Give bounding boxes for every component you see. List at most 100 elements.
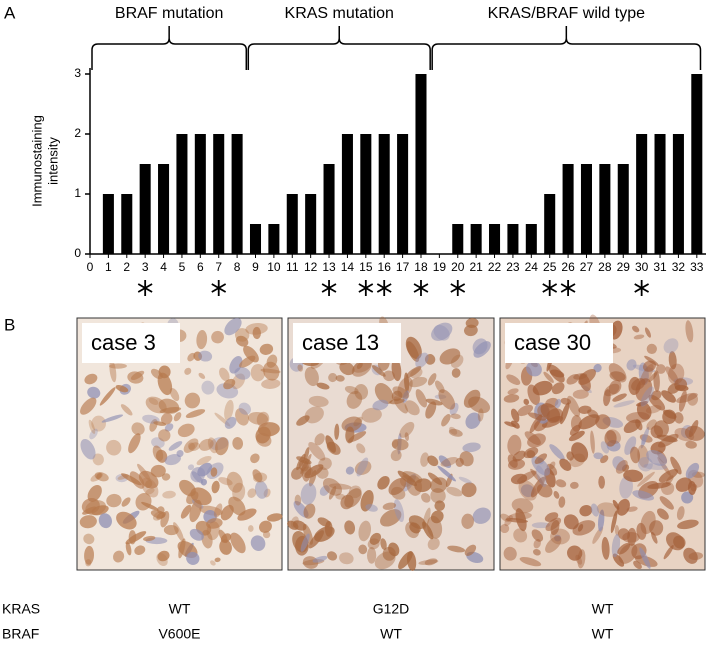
tissue-cell xyxy=(554,534,562,542)
bar xyxy=(341,134,353,254)
bar xyxy=(176,134,188,254)
tissue-cell xyxy=(87,386,101,399)
tissue-cell xyxy=(434,500,446,511)
tissue-cell xyxy=(632,325,640,333)
tissue-cell xyxy=(197,462,213,477)
tissue-cell xyxy=(316,467,329,479)
tissue-cell xyxy=(243,345,259,363)
tissue-cell xyxy=(134,545,146,555)
tissue-cell xyxy=(198,372,206,379)
asterisk-stroke xyxy=(321,283,337,293)
bar xyxy=(544,194,556,254)
tissue-cell xyxy=(190,487,212,506)
tissue-cell xyxy=(314,433,325,446)
tissue-cell xyxy=(578,405,592,414)
tissue-cell xyxy=(252,326,261,340)
tissue-cell xyxy=(339,361,355,376)
tissue-cell xyxy=(536,465,547,488)
tissue-cell xyxy=(318,457,332,470)
tissue-cell xyxy=(464,544,477,556)
tissue-cell xyxy=(345,466,355,475)
tissue-cell xyxy=(344,385,359,395)
tissue-cell xyxy=(365,504,378,512)
tissue-cell xyxy=(459,451,474,467)
tissue-cell xyxy=(162,490,176,499)
tissue-cell xyxy=(597,509,605,532)
asterisk-stroke xyxy=(542,283,558,293)
tissue-cell xyxy=(356,457,369,477)
tissue-cell xyxy=(180,504,192,519)
tissue-cell xyxy=(670,456,682,475)
tissue-cell xyxy=(687,393,699,406)
tissue-cell xyxy=(327,551,338,561)
tissue-cell xyxy=(550,528,570,545)
tissue-cell xyxy=(431,322,453,341)
tissue-cell xyxy=(127,371,144,384)
tissue-cell xyxy=(688,552,704,561)
tissue-cell xyxy=(155,449,168,463)
case-label-box xyxy=(82,323,180,363)
tissue-cell xyxy=(198,350,213,362)
tissue-cell xyxy=(640,426,650,449)
x-tick-label: 21 xyxy=(469,260,483,274)
tissue-cell xyxy=(661,390,676,403)
tissue-cell xyxy=(261,378,281,389)
tissue-cell xyxy=(404,400,420,416)
bar xyxy=(617,164,629,254)
tissue-cell xyxy=(393,499,405,523)
x-tick-label: 26 xyxy=(561,260,575,274)
bar xyxy=(158,164,170,254)
tissue-cell xyxy=(188,442,201,451)
tissue-cell xyxy=(451,368,461,378)
tissue-cell xyxy=(335,375,345,382)
tissue-cell xyxy=(206,518,223,529)
tissue-cell xyxy=(187,464,195,471)
x-tick-label: 27 xyxy=(580,260,594,274)
x-tick-label: 7 xyxy=(215,260,222,274)
tissue-cell xyxy=(612,553,625,567)
tissue-cell xyxy=(579,505,593,517)
tissue-cell xyxy=(636,401,648,407)
tissue-cell xyxy=(219,539,232,555)
tissue-cell xyxy=(430,510,444,524)
tissue-cell xyxy=(463,389,481,408)
x-tick-label: 15 xyxy=(359,260,373,274)
tissue-cell xyxy=(344,520,356,535)
tissue-cell xyxy=(612,456,626,471)
tissue-cell xyxy=(308,470,317,487)
y-axis-label: Immunostaining xyxy=(29,115,44,207)
tissue-cell xyxy=(543,371,554,383)
tissue-cell xyxy=(549,369,565,378)
tissue-cell xyxy=(138,470,159,489)
y-tick-label: 3 xyxy=(74,66,81,80)
tissue-cell xyxy=(92,453,104,466)
tissue-cell xyxy=(656,364,666,374)
tissue-cell xyxy=(636,401,652,420)
tissue-cell xyxy=(120,404,133,416)
tissue-cell xyxy=(366,547,377,564)
x-tick-label: 4 xyxy=(160,260,167,274)
group-label: BRAF mutation xyxy=(115,5,223,22)
tissue-cell xyxy=(345,426,355,444)
bar xyxy=(286,194,298,254)
tissue-cell xyxy=(201,380,215,395)
tissue-cell xyxy=(145,488,155,495)
tissue-cell xyxy=(441,414,451,427)
tissue-cell xyxy=(312,555,328,563)
tissue-cell xyxy=(356,443,366,454)
tissue-cell xyxy=(604,383,620,397)
bar xyxy=(139,164,151,254)
tissue-cell xyxy=(465,318,479,328)
tissue-cell xyxy=(184,392,201,409)
tissue-cell xyxy=(651,531,658,544)
tissue-cell xyxy=(678,390,687,412)
tissue-cell xyxy=(554,398,562,409)
tissue-cell xyxy=(420,452,430,467)
tissue-cell xyxy=(531,522,550,529)
bar xyxy=(397,134,409,254)
tissue-cell xyxy=(300,482,317,505)
panel-label: B xyxy=(4,315,15,334)
tissue-cell xyxy=(196,329,208,350)
tissue-cell xyxy=(653,420,669,438)
tissue-cell xyxy=(404,432,410,441)
